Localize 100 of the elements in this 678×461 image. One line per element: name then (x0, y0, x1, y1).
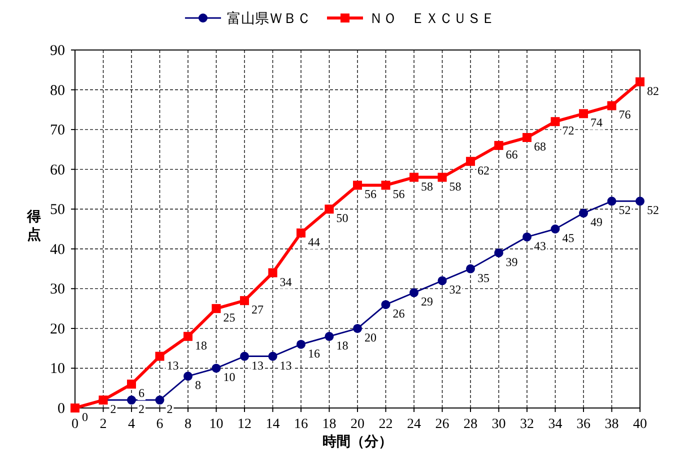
point (268, 268, 278, 278)
x-tick-label: 30 (492, 417, 506, 432)
point (438, 276, 447, 286)
x-tick-label: 4 (128, 417, 135, 432)
point (212, 364, 221, 373)
data-label: 52 (647, 203, 659, 218)
data-label: 72 (562, 124, 574, 138)
y-tick-label: 50 (50, 202, 65, 218)
point (353, 180, 362, 190)
x-tick-label: 34 (548, 417, 562, 432)
x-tick-label: 32 (520, 417, 534, 432)
data-label: 32 (449, 282, 462, 297)
x-tick-label: 14 (266, 417, 280, 432)
x-tick-label: 28 (464, 417, 478, 432)
data-label: 44 (308, 234, 320, 249)
x-tick-label: 0 (72, 417, 78, 432)
x-tick-label: 20 (350, 417, 364, 432)
data-label: 56 (392, 187, 405, 202)
point (155, 396, 164, 405)
data-label: 2 (138, 402, 144, 416)
y-axis-title: 得点 (26, 208, 41, 242)
point (466, 264, 475, 274)
data-label: 18 (336, 338, 348, 352)
data-label: 52 (618, 203, 631, 218)
data-label: 62 (478, 163, 490, 178)
data-label: 20 (364, 330, 376, 344)
x-tick-label: 38 (604, 417, 619, 432)
y-tick-label: 30 (50, 282, 65, 298)
point (296, 228, 306, 238)
point (494, 140, 504, 150)
point (212, 304, 221, 314)
point (184, 372, 192, 381)
x-tick-label: 36 (576, 417, 590, 432)
point (353, 324, 362, 333)
y-tick-label: 90 (50, 43, 65, 59)
x-tick-label: 2 (100, 417, 107, 432)
point (550, 224, 560, 234)
data-label: 6 (138, 386, 144, 400)
point (550, 117, 560, 126)
data-label: 13 (166, 358, 179, 372)
data-label: 39 (506, 254, 518, 269)
data-label: 13 (252, 358, 264, 372)
point (494, 248, 504, 258)
point (466, 156, 475, 166)
x-tick-label: 24 (407, 417, 421, 432)
data-label: 49 (590, 215, 602, 230)
point (522, 133, 532, 142)
point (240, 296, 249, 306)
x-tick-label: 8 (184, 417, 192, 432)
data-label: 45 (562, 231, 574, 245)
x-tick-label: 22 (378, 417, 393, 432)
point (324, 332, 334, 341)
point (381, 180, 390, 190)
x-tick-label: 16 (294, 417, 308, 432)
data-label: 2 (166, 402, 173, 416)
x-tick-label: 12 (238, 417, 252, 432)
data-label: 27 (252, 302, 264, 317)
data-label: 50 (336, 211, 348, 226)
legend-label: ＮＯ ＥＸＣＵＳＥ (369, 12, 495, 27)
data-label: 56 (364, 187, 376, 202)
point (607, 196, 616, 206)
data-label: 34 (280, 274, 292, 289)
data-label: 35 (478, 270, 490, 285)
data-label: 43 (534, 238, 546, 253)
y-tick-label: 40 (50, 242, 65, 258)
point (522, 232, 532, 242)
x-tick-label: 6 (156, 417, 164, 432)
point (324, 204, 334, 214)
x-axis-title: 時間（分） (322, 433, 392, 449)
x-tick-label: 26 (435, 417, 450, 432)
x-tick-label: 40 (633, 417, 647, 432)
y-tick-label: 0 (58, 401, 65, 417)
x-tick-label: 18 (322, 417, 336, 432)
point (240, 352, 249, 361)
point (296, 340, 306, 349)
data-label: 16 (308, 346, 320, 360)
data-label: 13 (280, 358, 292, 372)
x-tick-label: 10 (209, 417, 224, 432)
point (127, 380, 136, 389)
legend-label: 富山県ＷＢＣ (227, 11, 311, 27)
data-label: 66 (506, 147, 518, 162)
point (636, 196, 644, 206)
data-label: 26 (392, 306, 405, 321)
data-label: 2 (110, 402, 116, 416)
y-tick-label: 10 (50, 361, 65, 378)
point (607, 101, 616, 110)
point (579, 109, 588, 118)
data-label: 74 (590, 116, 602, 130)
point (410, 172, 418, 182)
point (636, 77, 644, 86)
point (127, 396, 136, 405)
y-tick-label: 70 (50, 122, 65, 139)
data-label: 68 (534, 140, 546, 154)
data-label: 10 (223, 370, 236, 384)
point (381, 300, 390, 310)
data-label: 8 (195, 378, 201, 392)
point (184, 332, 192, 341)
point (579, 208, 588, 218)
y-tick-label: 20 (50, 321, 65, 338)
point (155, 352, 164, 361)
